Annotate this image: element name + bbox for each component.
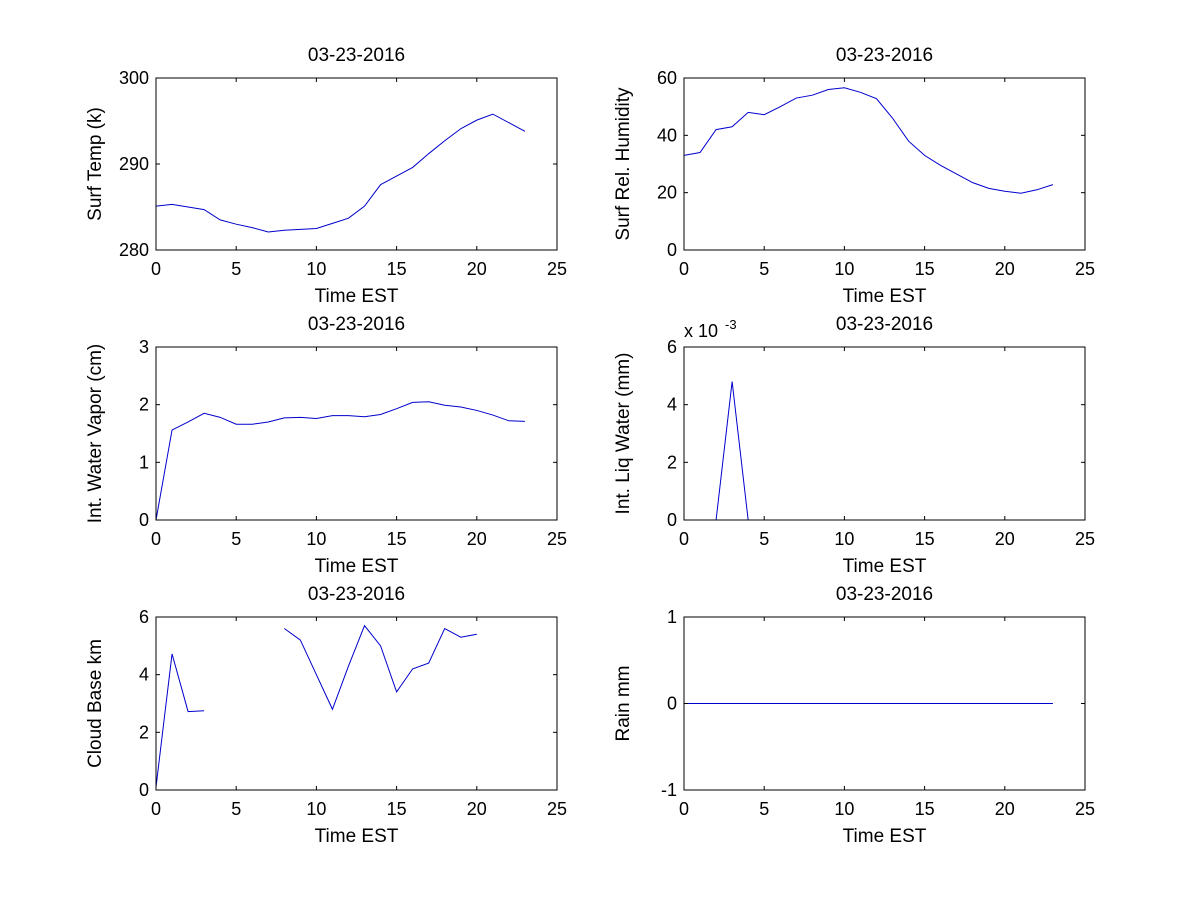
y-tick-label: 0 (667, 510, 677, 530)
x-tick-label: 5 (759, 259, 769, 279)
axes-frame (683, 346, 1086, 521)
x-tick-label: 0 (151, 799, 161, 819)
series-line-1 (155, 401, 525, 521)
y-tick-label: 4 (667, 395, 677, 415)
y-tick-label: 6 (667, 337, 677, 357)
x-tick-label: 15 (915, 799, 935, 819)
y-tick-label: 300 (119, 68, 149, 88)
x-tick-label: 20 (995, 259, 1015, 279)
x-tick-label: 5 (231, 259, 241, 279)
x-axis-label: Time EST (315, 286, 399, 307)
axes-frame (155, 616, 558, 791)
x-tick-label: 20 (467, 529, 487, 549)
y-tick-label: 0 (667, 694, 677, 714)
x-tick-label: 10 (306, 529, 326, 549)
x-tick-label: 20 (995, 529, 1015, 549)
x-axis-label: Time EST (843, 556, 927, 577)
x-tick-label: 20 (995, 799, 1015, 819)
x-tick-label: 25 (1075, 529, 1095, 549)
x-axis-label: Time EST (315, 556, 399, 577)
y-tick-label: 60 (657, 68, 677, 88)
y-tick-label: 2 (139, 722, 149, 742)
panel-surf-temp: 0 5 10 15 20 25 280 290 300 03-23-2016 Time EST Sur… (85, 45, 567, 307)
x-tick-label: 0 (679, 799, 689, 819)
panel-surf-rel-humidity: 0 5 10 15 20 25 0 20 40 60 03-23-2016 Time EST Surf … (613, 45, 1095, 307)
series-line-1 (715, 381, 749, 521)
x-tick-label: 5 (759, 529, 769, 549)
y-axis-label: Int. Liq Water (mm) (613, 353, 634, 515)
y-tick-label: 0 (667, 240, 677, 260)
x-axis-label: Time EST (843, 826, 927, 847)
x-tick-label: 25 (547, 529, 567, 549)
series-line-1 (155, 653, 205, 788)
axes-title: 03-23-2016 (836, 584, 933, 605)
y-axis-label: Surf Rel. Humidity (613, 87, 634, 241)
y-axis-label: Cloud Base km (85, 639, 106, 768)
y-tick-label: 280 (119, 240, 149, 260)
x-tick-label: 10 (306, 259, 326, 279)
y-axis-label: Rain mm (613, 665, 634, 741)
y-tick-label: 0 (139, 510, 149, 530)
y-tick-label: 0 (139, 780, 149, 800)
x-tick-label: 0 (679, 529, 689, 549)
x-tick-label: 5 (231, 799, 241, 819)
y-tick-label: 4 (139, 665, 149, 685)
axes-title: 03-23-2016 (836, 314, 933, 335)
y-tick-label: 1 (667, 607, 677, 627)
axes-frame (155, 346, 558, 521)
y-tick-label: 3 (139, 337, 149, 357)
x-tick-label: 10 (834, 259, 854, 279)
y-tick-label: -1 (661, 780, 677, 800)
panel-cloud-base: 0 5 10 15 20 25 0 2 4 6 03-23-2016 Time EST Cloud Ba… (85, 584, 567, 847)
x-axis-label: Time EST (315, 826, 399, 847)
y-tick-label: 290 (119, 154, 149, 174)
y-axis-label: Int. Water Vapor (cm) (85, 344, 106, 523)
panel-int-liq-water: 0 5 10 15 20 25 0 2 4 6 03-23-2016 Time EST Int. Liq… (613, 314, 1095, 577)
series-line-1 (155, 113, 526, 233)
panel-int-water-vapor: 0 5 10 15 20 25 0 1 2 3 03-23-2016 Time EST Int. Wat… (85, 314, 567, 577)
y-tick-label: 2 (139, 395, 149, 415)
x-tick-label: 10 (306, 799, 326, 819)
x-tick-label: 25 (1075, 799, 1095, 819)
x-tick-label: 25 (1075, 259, 1095, 279)
x-tick-label: 20 (467, 799, 487, 819)
axes-title: 03-23-2016 (308, 584, 405, 605)
axes-title: 03-23-2016 (836, 45, 933, 66)
y-exponent-label: x 10 (684, 321, 718, 341)
y-tick-label: 20 (657, 183, 677, 203)
x-tick-label: 15 (915, 529, 935, 549)
axes-title: 03-23-2016 (308, 45, 405, 66)
y-tick-label: 2 (667, 452, 677, 472)
series-line-1 (683, 87, 1054, 194)
axes-frame (683, 77, 1086, 251)
x-tick-label: 20 (467, 259, 487, 279)
y-tick-label: 1 (139, 452, 149, 472)
x-axis-label: Time EST (843, 286, 927, 307)
series-line-2 (284, 624, 477, 711)
x-tick-label: 15 (387, 799, 407, 819)
x-tick-label: 10 (834, 529, 854, 549)
x-tick-label: 15 (915, 259, 935, 279)
x-tick-label: 5 (231, 529, 241, 549)
x-tick-label: 0 (151, 529, 161, 549)
y-tick-label: 40 (657, 125, 677, 145)
y-exponent-power: -3 (725, 317, 737, 332)
axes-frame (155, 77, 558, 251)
x-tick-label: 5 (759, 799, 769, 819)
x-tick-label: 15 (387, 529, 407, 549)
x-tick-label: 0 (151, 259, 161, 279)
x-tick-label: 15 (387, 259, 407, 279)
y-tick-label: 6 (139, 607, 149, 627)
y-axis-label: Surf Temp (k) (85, 107, 106, 221)
x-tick-label: 0 (679, 259, 689, 279)
axes-title: 03-23-2016 (308, 314, 405, 335)
x-tick-label: 25 (547, 799, 567, 819)
x-tick-label: 25 (547, 259, 567, 279)
x-tick-label: 10 (834, 799, 854, 819)
